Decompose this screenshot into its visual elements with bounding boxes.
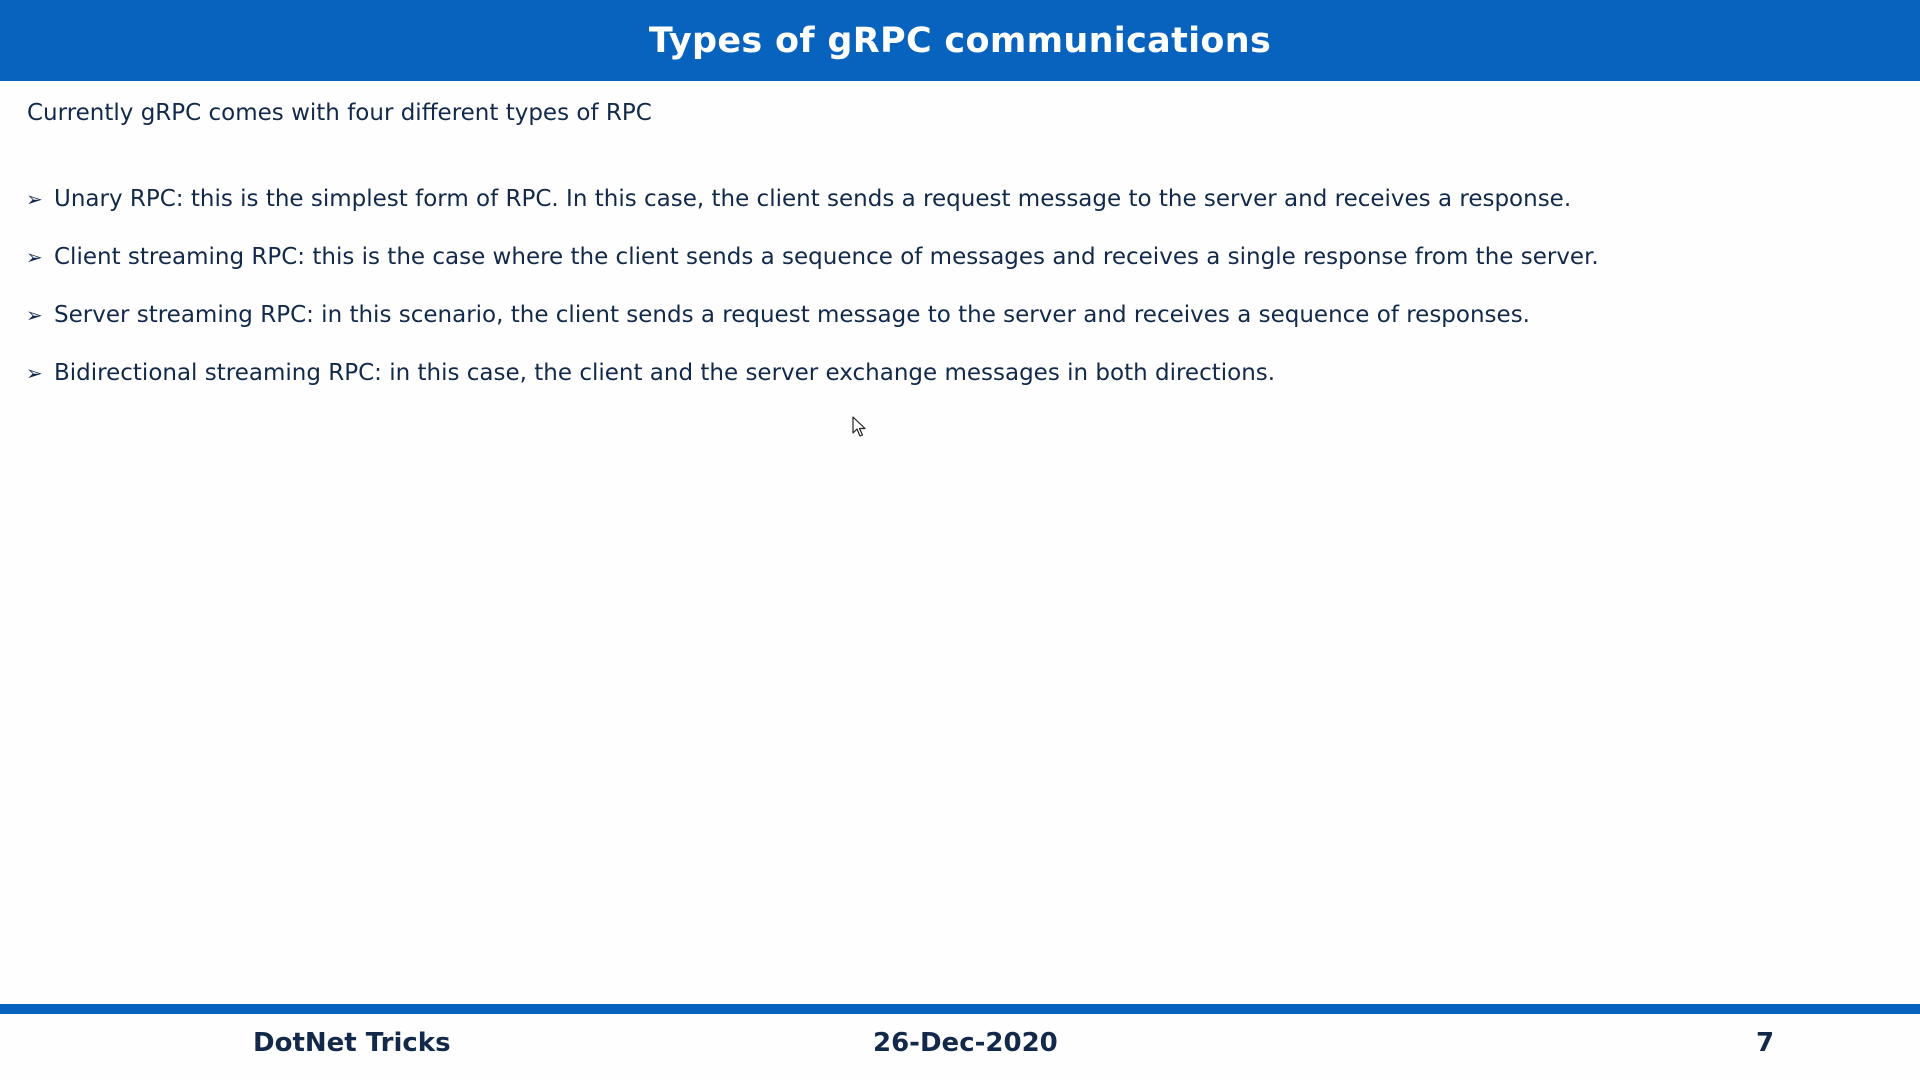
arrow-bullet-icon: ➢ bbox=[26, 361, 43, 385]
slide-title: Types of gRPC communications bbox=[648, 20, 1272, 61]
page-number: 7 bbox=[1756, 1028, 1775, 1058]
arrow-bullet-icon: ➢ bbox=[26, 303, 43, 327]
bullet-text: Unary RPC: this is the simplest form of … bbox=[54, 186, 1572, 212]
bullet-text: Server streaming RPC: in this scenario, … bbox=[54, 302, 1530, 328]
mouse-pointer-icon bbox=[852, 416, 866, 437]
footer-brand: DotNet Tricks bbox=[253, 1028, 451, 1058]
bullet-item-unary: ➢ Unary RPC: this is the simplest form o… bbox=[26, 170, 1599, 228]
footer-date: 26-Dec-2020 bbox=[873, 1028, 1058, 1058]
arrow-bullet-icon: ➢ bbox=[26, 187, 43, 211]
footer: DotNet Tricks 26-Dec-2020 7 bbox=[0, 1014, 1920, 1080]
bullet-text: Bidirectional streaming RPC: in this cas… bbox=[54, 360, 1276, 386]
arrow-bullet-icon: ➢ bbox=[26, 245, 43, 269]
bullet-item-client-streaming: ➢ Client streaming RPC: this is the case… bbox=[26, 228, 1599, 286]
bullet-text: Client streaming RPC: this is the case w… bbox=[54, 244, 1599, 270]
bullet-item-server-streaming: ➢ Server streaming RPC: in this scenario… bbox=[26, 286, 1599, 344]
bullet-list: ➢ Unary RPC: this is the simplest form o… bbox=[26, 170, 1599, 402]
footer-divider bbox=[0, 1004, 1920, 1014]
intro-text: Currently gRPC comes with four different… bbox=[27, 100, 652, 126]
bullet-item-bidirectional: ➢ Bidirectional streaming RPC: in this c… bbox=[26, 344, 1599, 402]
title-bar: Types of gRPC communications bbox=[0, 0, 1920, 81]
